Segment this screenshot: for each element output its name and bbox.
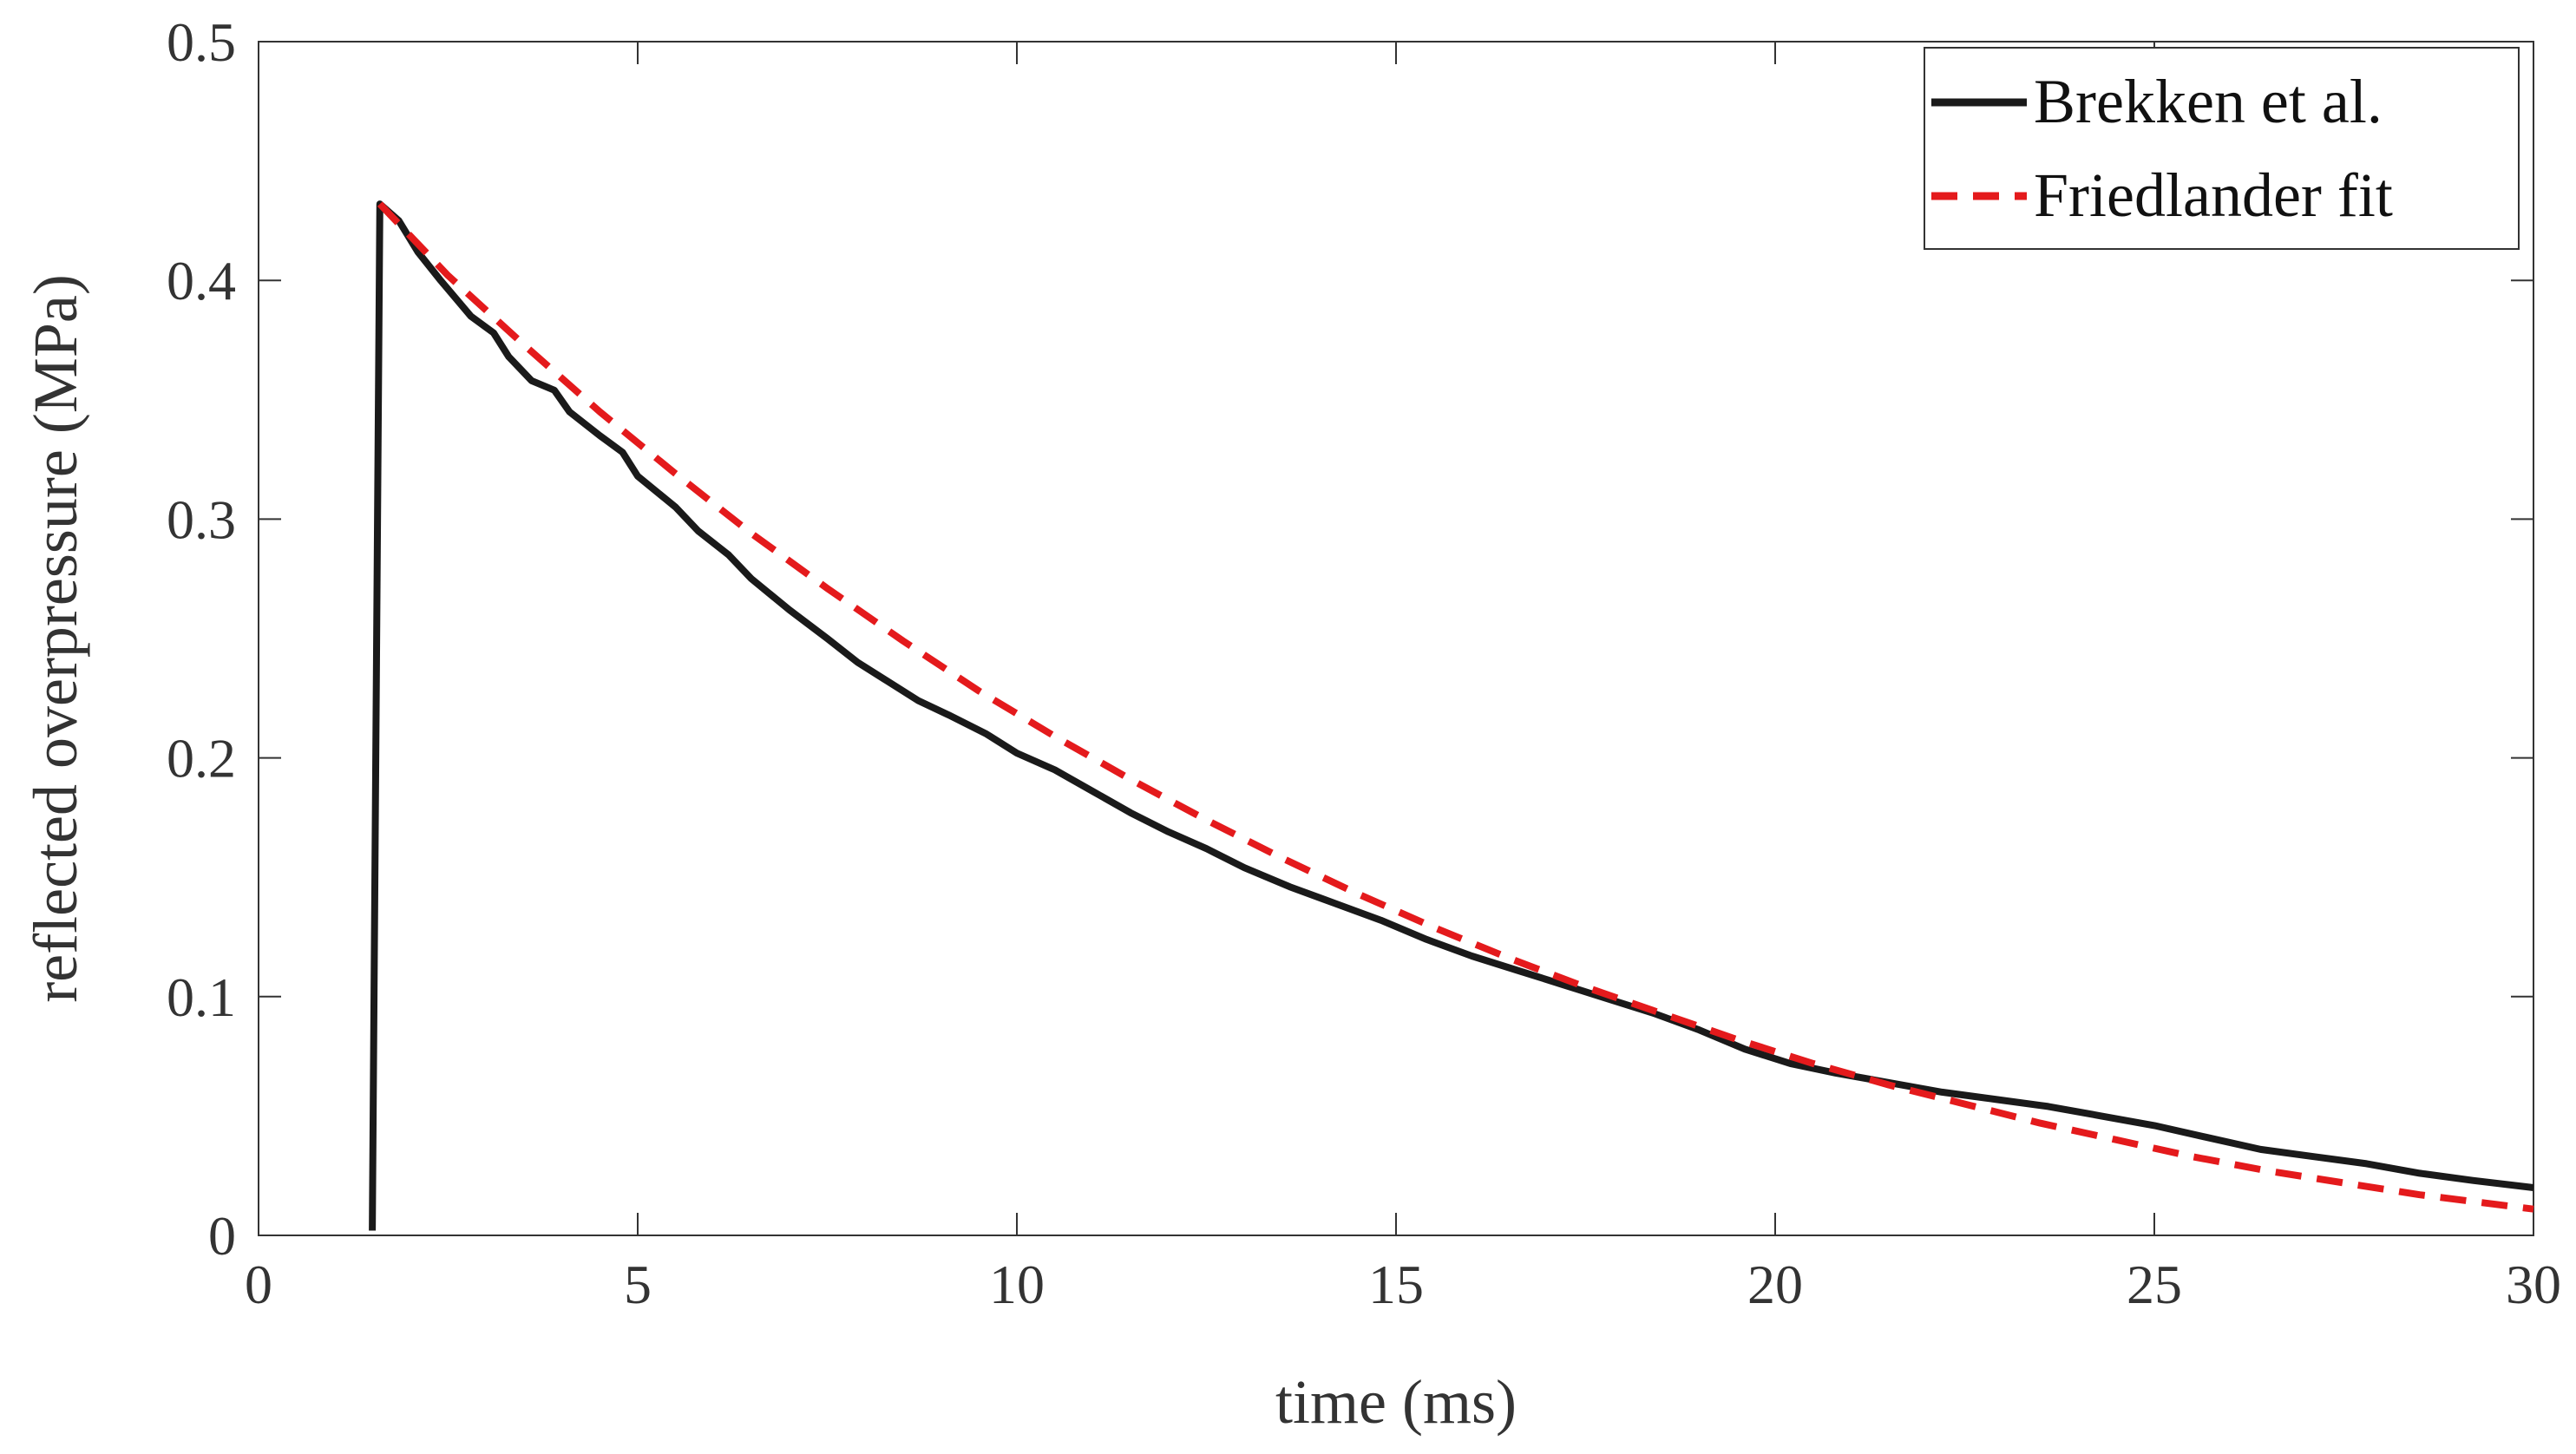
x-tick-label: 0: [245, 1254, 272, 1315]
x-tick-label: 30: [2506, 1254, 2561, 1315]
series-layer: [369, 200, 2534, 1231]
legend-label-brekken: Brekken et al.: [2034, 67, 2383, 136]
x-tick-label: 25: [2127, 1254, 2182, 1315]
x-axis-label: time (ms): [1275, 1367, 1517, 1437]
x-tick-label: 5: [624, 1254, 652, 1315]
y-tick-label: 0.3: [167, 488, 236, 550]
x-tick-label: 20: [1747, 1254, 1803, 1315]
x-tick-label: 10: [989, 1254, 1045, 1315]
y-tick-label: 0.5: [167, 11, 236, 73]
legend-label-friedlander: Friedlander fit: [2034, 160, 2393, 230]
y-tick-label: 0.2: [167, 728, 236, 789]
legend-box: [1924, 47, 2520, 250]
y-axis-ticks: 0 0.1 0.2 0.3 0.4 0.5: [167, 11, 2533, 1267]
y-tick-label: 0.4: [167, 250, 236, 311]
x-tick-label: 15: [1368, 1254, 1424, 1315]
x-axis-ticks: 0 5 10 15 20 25 30: [245, 42, 2561, 1315]
series-line-friedlander: [377, 201, 2534, 1213]
legend: Brekken et al. Friedlander fit: [1924, 47, 2520, 250]
y-tick-label: 0: [208, 1205, 236, 1267]
y-axis-label: reflected overpressure (MPa): [21, 274, 90, 1003]
y-tick-label: 0.1: [167, 966, 236, 1028]
series-line-brekken: [369, 200, 2534, 1231]
